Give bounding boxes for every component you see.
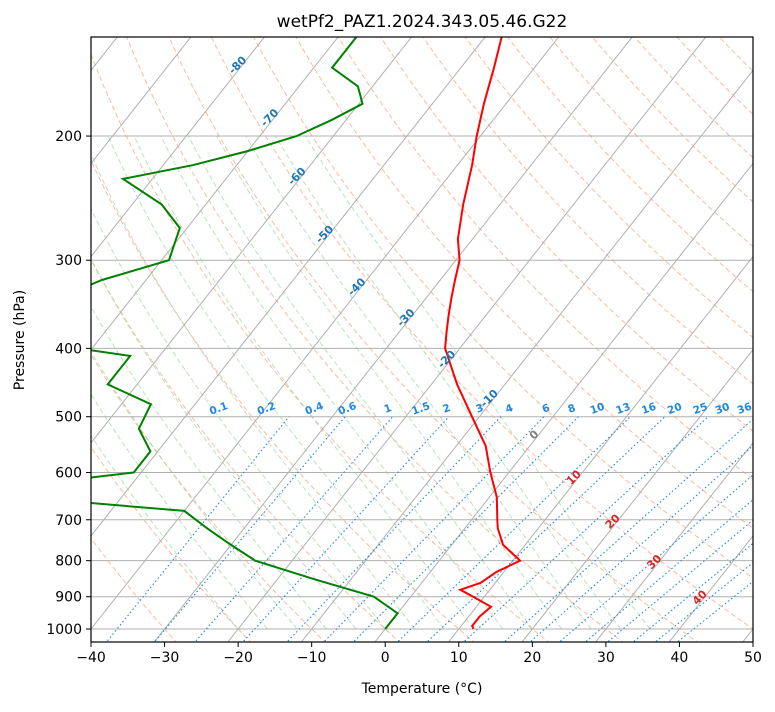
x-tick-label: 10 [450, 650, 468, 666]
x-tick-label: 40 [671, 650, 689, 666]
x-tick-label: −20 [223, 650, 253, 666]
y-tick-label: 1000 [46, 622, 82, 638]
x-tick-label: 20 [523, 650, 541, 666]
y-tick-label: 900 [55, 590, 82, 606]
chart-title: wetPf2_PAZ1.2024.343.05.46.G22 [277, 12, 568, 32]
y-axis-label: Pressure (hPa) [12, 290, 28, 390]
y-tick-label: 600 [55, 466, 82, 482]
x-tick-label: 50 [744, 650, 762, 666]
y-tick-label: 300 [55, 253, 82, 269]
x-axis-label: Temperature (°C) [361, 681, 483, 697]
x-tick-label: 0 [381, 650, 390, 666]
y-tick-label: 200 [55, 129, 82, 145]
y-tick-label: 400 [55, 341, 82, 357]
y-tick-label: 800 [55, 554, 82, 570]
x-tick-label: −30 [150, 650, 180, 666]
y-tick-label: 700 [55, 513, 82, 529]
x-tick-label: −40 [76, 650, 106, 666]
y-tick-label: 500 [55, 410, 82, 426]
x-tick-label: −10 [297, 650, 327, 666]
x-tick-label: 30 [597, 650, 615, 666]
